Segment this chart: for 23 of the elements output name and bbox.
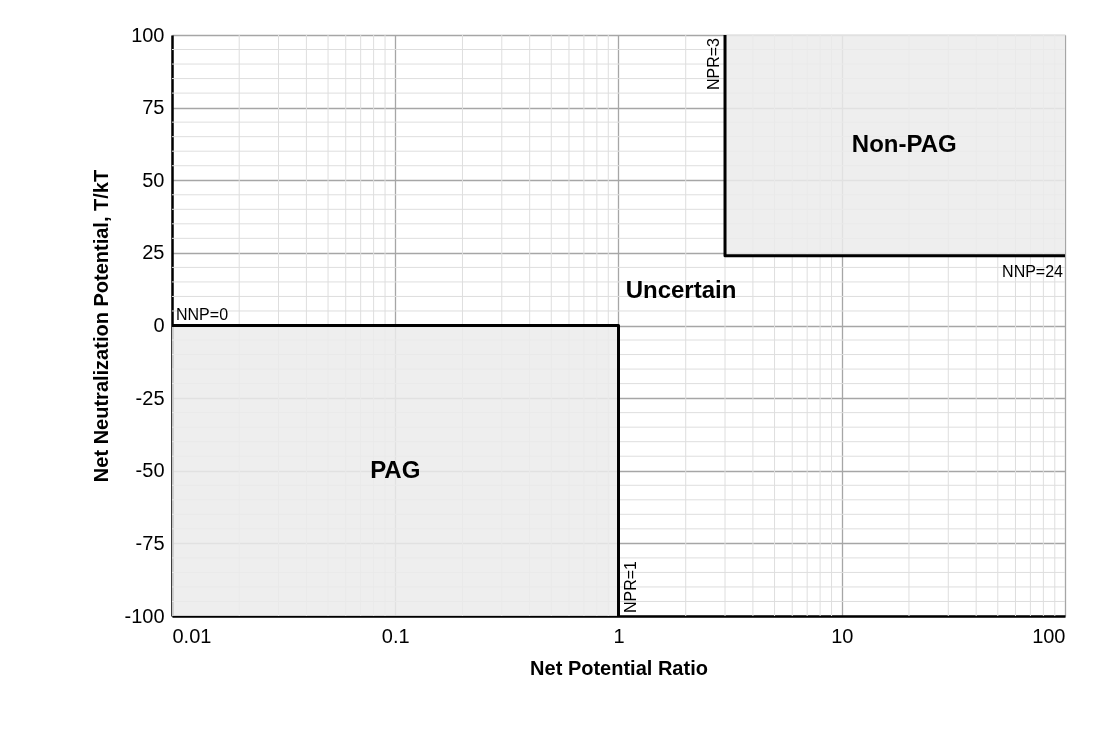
annotation: NNP=0 xyxy=(176,305,229,323)
y-tick-label: -100 xyxy=(124,604,165,627)
x-axis-title: Net Potential Ratio xyxy=(530,656,708,679)
y-tick-label: 50 xyxy=(142,168,165,191)
x-tick-label: 0.01 xyxy=(172,624,212,647)
y-tick-label: -75 xyxy=(135,531,165,554)
x-tick-label: 10 xyxy=(831,624,854,647)
y-tick-label: 0 xyxy=(153,314,165,336)
annotation: NNP=24 xyxy=(1002,262,1064,280)
y-tick-label: -50 xyxy=(135,459,165,482)
y-axis-title: Net Neutralization Potential, T/kT xyxy=(90,169,113,483)
x-tick-label: 100 xyxy=(1032,624,1066,647)
annotation: Non-PAG xyxy=(851,130,957,158)
y-tick-label: 25 xyxy=(142,241,165,264)
y-tick-label: 75 xyxy=(142,96,165,119)
y-tick-label: -25 xyxy=(135,386,165,409)
y-tick-label: 100 xyxy=(131,23,165,46)
annotation: NPR=3 xyxy=(705,37,723,91)
annotation: Uncertain xyxy=(625,275,737,303)
x-tick-label: 1 xyxy=(613,624,625,647)
annotation: NPR=1 xyxy=(621,560,639,613)
x-tick-label: 0.1 xyxy=(381,624,410,647)
annotation: PAG xyxy=(370,455,421,483)
